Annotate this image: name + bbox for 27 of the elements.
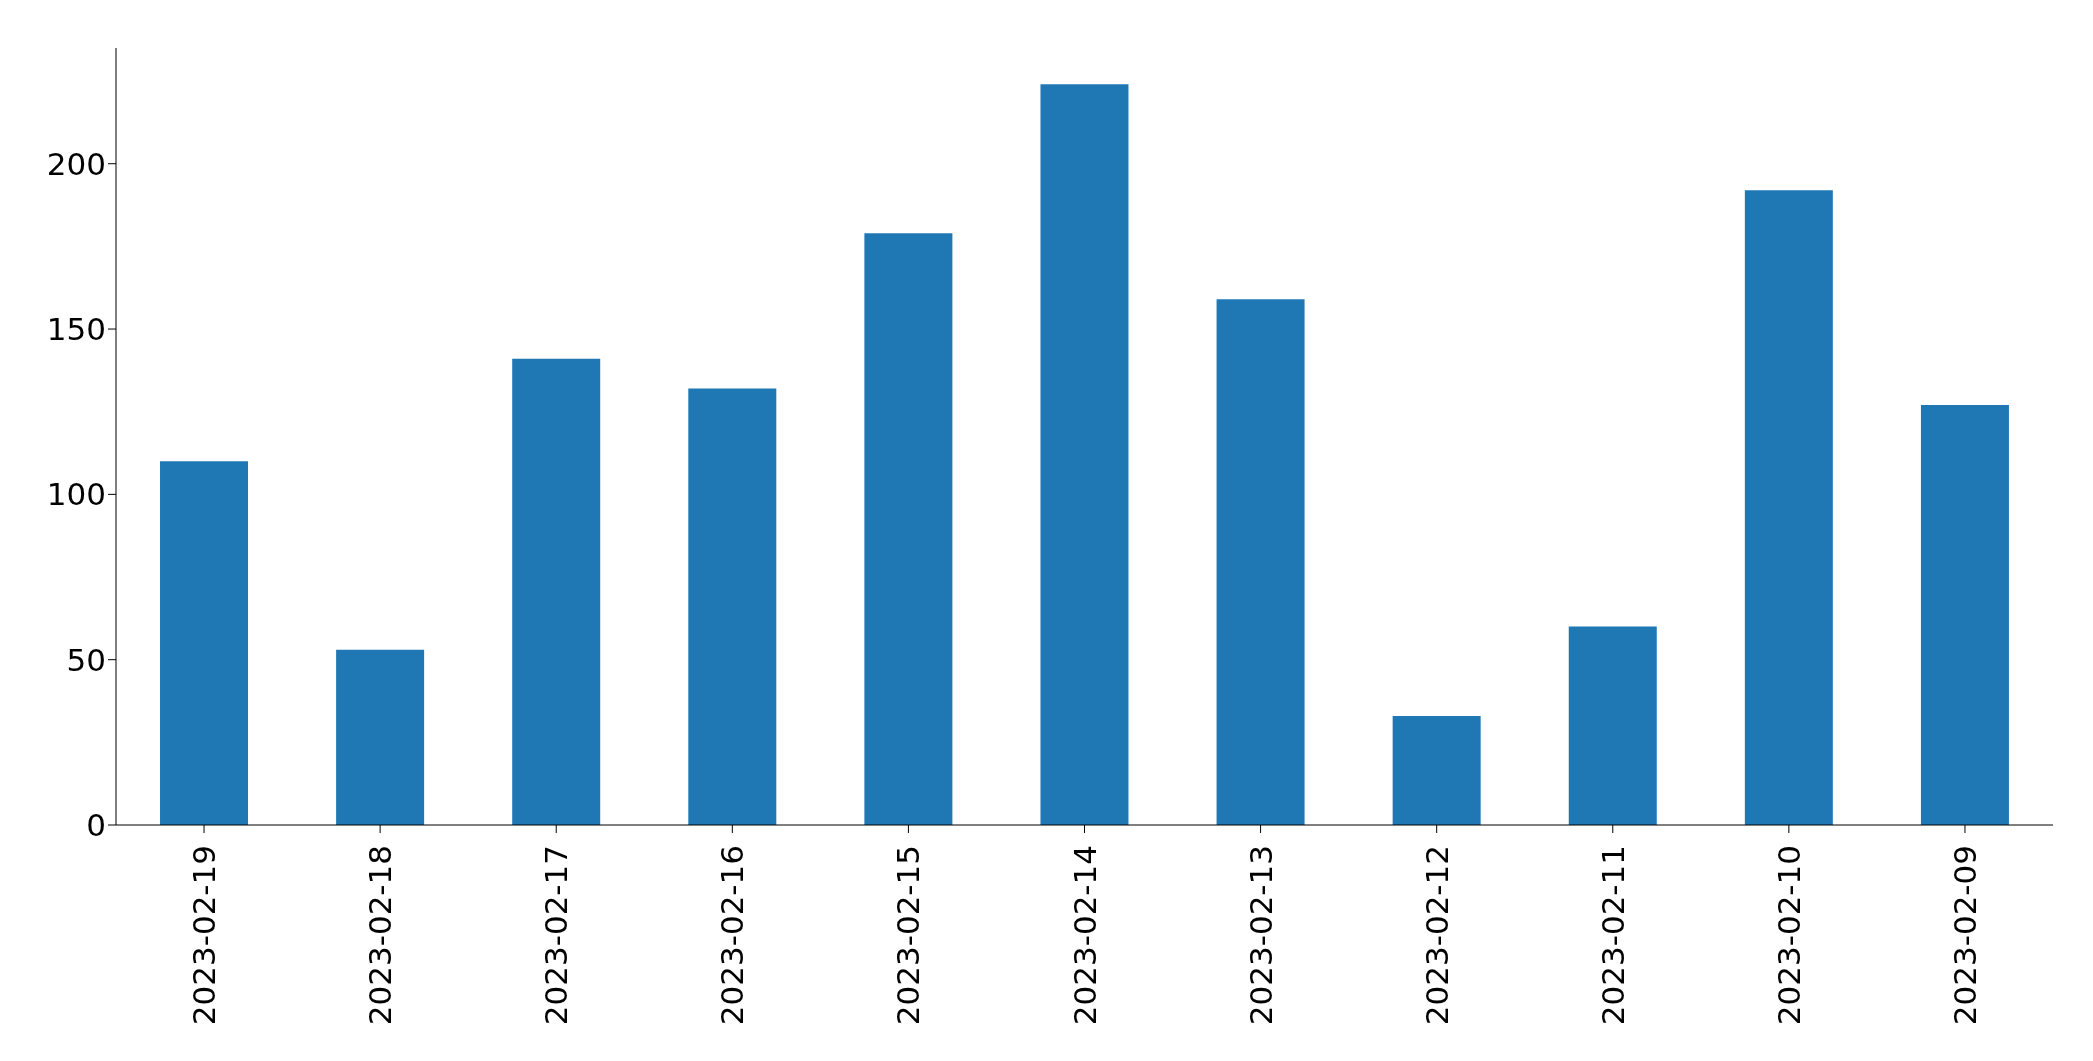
bar (336, 649, 425, 825)
y-tick-label: 150 (46, 311, 106, 348)
bar (512, 358, 601, 825)
x-tick-label: 2023-02-14 (1066, 845, 1103, 1026)
bar (864, 233, 953, 825)
bar (1392, 715, 1481, 825)
bar (1040, 84, 1129, 825)
x-tick-label: 2023-02-17 (538, 845, 575, 1026)
bar (688, 388, 777, 825)
x-tick-label: 2023-02-11 (1594, 845, 1631, 1026)
x-tick-label: 2023-02-13 (1242, 845, 1279, 1026)
bar (1744, 190, 1833, 825)
x-tick-label: 2023-02-10 (1770, 845, 1807, 1026)
x-tick-label: 2023-02-16 (714, 845, 751, 1026)
x-tick-label: 2023-02-18 (362, 845, 399, 1026)
bar (160, 461, 249, 825)
y-tick-label: 100 (46, 476, 106, 513)
bar (1920, 405, 2009, 825)
x-tick-label: 2023-02-09 (1946, 845, 1983, 1026)
bar (1216, 299, 1305, 825)
bar (1568, 626, 1657, 825)
y-tick-label: 0 (86, 807, 106, 844)
y-tick-label: 50 (66, 641, 106, 678)
y-tick-label: 200 (46, 145, 106, 182)
x-tick-label: 2023-02-15 (890, 845, 927, 1026)
x-tick-label: 2023-02-19 (186, 845, 223, 1026)
x-tick-label: 2023-02-12 (1418, 845, 1455, 1026)
